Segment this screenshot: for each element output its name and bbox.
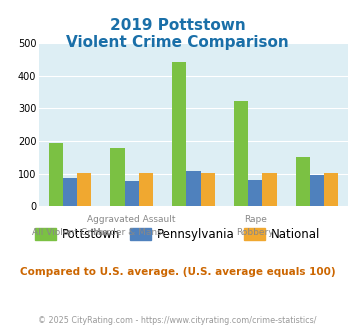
Bar	[201, 173, 215, 206]
Bar	[49, 143, 63, 206]
Text: Murder & Mans...: Murder & Mans...	[93, 228, 170, 237]
Bar	[110, 148, 125, 206]
Bar	[125, 181, 139, 206]
Text: © 2025 CityRating.com - https://www.cityrating.com/crime-statistics/: © 2025 CityRating.com - https://www.city…	[38, 315, 317, 325]
Bar	[77, 173, 91, 206]
Bar	[139, 173, 153, 206]
Text: 2019 Pottstown: 2019 Pottstown	[110, 18, 245, 33]
Bar	[296, 157, 310, 206]
Text: Violent Crime Comparison: Violent Crime Comparison	[66, 35, 289, 50]
Text: Robbery: Robbery	[236, 228, 274, 237]
Bar	[324, 173, 338, 206]
Bar	[172, 61, 186, 206]
Text: All Violent Crime: All Violent Crime	[32, 228, 108, 237]
Bar	[234, 101, 248, 206]
Text: Aggravated Assault: Aggravated Assault	[87, 214, 176, 223]
Bar	[63, 179, 77, 206]
Bar	[310, 175, 324, 206]
Bar	[186, 171, 201, 206]
Bar	[262, 173, 277, 206]
Text: Rape: Rape	[244, 214, 267, 223]
Legend: Pottstown, Pennsylvania, National: Pottstown, Pennsylvania, National	[30, 223, 325, 246]
Bar	[248, 180, 262, 206]
Text: Compared to U.S. average. (U.S. average equals 100): Compared to U.S. average. (U.S. average …	[20, 267, 335, 277]
